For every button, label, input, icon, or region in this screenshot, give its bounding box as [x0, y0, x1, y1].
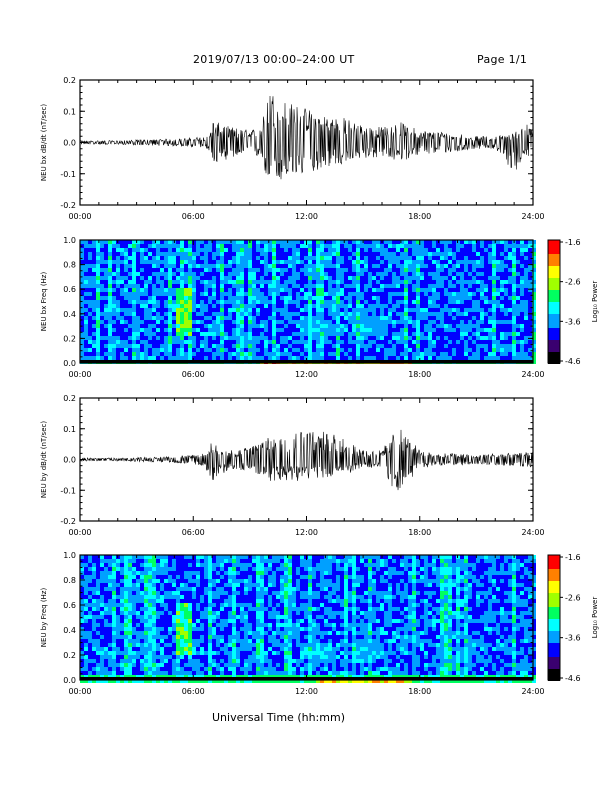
colorbar-tick-label: -4.6	[565, 357, 581, 366]
colorbar-tick-label: -2.6	[565, 278, 581, 287]
x-tick-label: 00:00	[68, 370, 91, 379]
spectrogram-image	[80, 240, 536, 364]
page-indicator: Page 1/1	[477, 53, 528, 66]
x-tick-label: 12:00	[295, 370, 318, 379]
x-tick-label: 18:00	[408, 687, 431, 696]
y-tick-label: 0.8	[63, 576, 76, 585]
x-tick-label: 12:00	[295, 687, 318, 696]
y-axis-label: NEU by dB/dt (nT/sec)	[40, 421, 48, 498]
x-tick-label: 12:00	[295, 528, 318, 537]
y-tick-label: 0.2	[63, 651, 76, 660]
spectrogram-image	[80, 555, 536, 683]
x-tick-label: 00:00	[68, 528, 91, 537]
y-tick-label: -0.1	[60, 170, 76, 179]
colorbar-frame	[547, 239, 561, 364]
colorbar-tick-label: -1.6	[565, 553, 581, 562]
y-axis-label: NEU bx Freq (Hz)	[40, 272, 48, 332]
waveform-trace	[79, 429, 534, 491]
x-tick-label: 12:00	[295, 212, 318, 221]
panel-4	[79, 554, 563, 683]
x-tick-label: 24:00	[521, 212, 544, 221]
y-tick-label: 0.0	[63, 359, 76, 368]
x-tick-label: 00:00	[68, 212, 91, 221]
y-tick-label: -0.2	[60, 517, 76, 526]
y-tick-label: 0.6	[63, 285, 76, 294]
y-tick-label: 0.2	[63, 76, 76, 85]
x-tick-label: 18:00	[408, 212, 431, 221]
panel-2	[79, 239, 563, 364]
x-tick-label: 24:00	[521, 687, 544, 696]
y-tick-label: 0.0	[63, 139, 76, 148]
y-tick-label: 1.0	[63, 236, 76, 245]
colorbar-frame	[547, 554, 561, 681]
y-tick-label: 0.0	[63, 676, 76, 685]
y-tick-label: 1.0	[63, 551, 76, 560]
x-tick-label: 24:00	[521, 370, 544, 379]
x-tick-label: 00:00	[68, 687, 91, 696]
x-tick-label: 18:00	[408, 528, 431, 537]
y-tick-label: 0.0	[63, 456, 76, 465]
colorbar-tick-label: -4.6	[565, 674, 581, 683]
x-axis-title: Universal Time (hh:mm)	[212, 711, 345, 724]
x-tick-label: 06:00	[182, 370, 205, 379]
y-axis-label: NEU bx dB/dt (nT/sec)	[40, 104, 48, 181]
x-tick-label: 06:00	[182, 687, 205, 696]
y-tick-label: -0.1	[60, 486, 76, 495]
y-tick-label: 0.1	[63, 425, 76, 434]
colorbar	[548, 240, 560, 364]
y-tick-label: 0.8	[63, 261, 76, 270]
colorbar-label: Log₁₀ Power	[591, 281, 599, 323]
x-tick-label: 06:00	[182, 212, 205, 221]
y-tick-label: 0.4	[63, 310, 76, 319]
panel-3	[79, 397, 534, 522]
y-tick-label: -0.2	[60, 201, 76, 210]
panel-1	[79, 79, 534, 206]
x-tick-label: 24:00	[521, 528, 544, 537]
colorbar-tick-label: -1.6	[565, 238, 581, 247]
x-tick-label: 06:00	[182, 528, 205, 537]
plot-title: 2019/07/13 00:00–24:00 UT	[193, 53, 355, 66]
y-tick-label: 0.2	[63, 334, 76, 343]
x-tick-label: 18:00	[408, 370, 431, 379]
colorbar-label: Log₁₀ Power	[591, 597, 599, 639]
colorbar-tick-label: -3.6	[565, 317, 581, 326]
y-tick-label: 0.6	[63, 601, 76, 610]
colorbar-tick-label: -2.6	[565, 593, 581, 602]
y-axis-label: NEU by Freq (Hz)	[40, 588, 48, 648]
y-tick-label: 0.1	[63, 107, 76, 116]
waveform-trace	[79, 96, 534, 180]
colorbar-tick-label: -3.6	[565, 634, 581, 643]
y-tick-label: 0.4	[63, 626, 76, 635]
colorbar	[548, 555, 560, 681]
y-tick-label: 0.2	[63, 394, 76, 403]
